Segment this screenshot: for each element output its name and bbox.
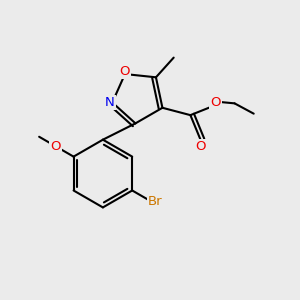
Text: O: O (120, 65, 130, 78)
Text: Br: Br (148, 195, 163, 208)
Text: O: O (196, 140, 206, 153)
Text: O: O (50, 140, 61, 153)
Text: N: N (105, 96, 115, 109)
Text: O: O (210, 96, 221, 109)
